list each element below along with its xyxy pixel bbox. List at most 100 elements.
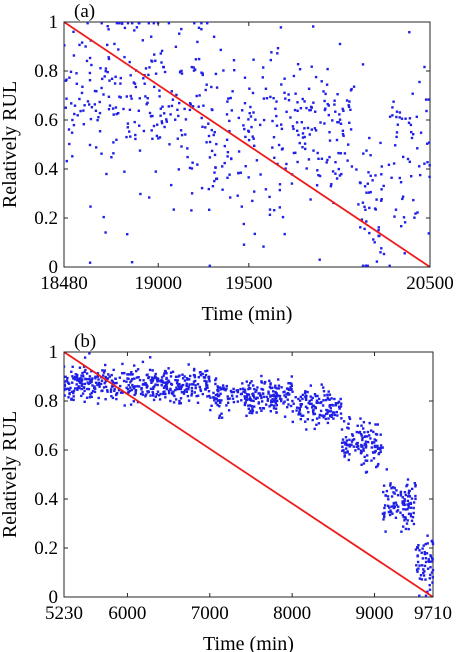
scatter-point-b [169,371,173,374]
scatter-point-a [334,110,337,113]
scatter-point-b [370,459,373,462]
scatter-point-a [88,143,92,147]
scatter-point-a [313,127,317,130]
scatter-point-b [64,383,66,386]
scatter-point-a [367,191,371,194]
x-tick-label-a: 20500 [406,273,454,294]
scatter-point-b [379,446,382,450]
scatter-point-b [401,496,404,499]
scatter-point-b [298,399,302,402]
scatter-point-a [292,127,295,131]
scatter-point-a [426,142,429,145]
scatter-point-a [67,128,71,131]
scatter-point-b [277,384,281,387]
scatter-point-b [126,388,130,391]
scatter-point-b [260,374,263,378]
scatter-point-b [306,407,309,410]
scatter-point-a [259,123,262,127]
scatter-point-b [220,399,223,402]
scatter-point-a [213,131,216,134]
scatter-point-b [130,388,133,392]
scatter-point-a [285,110,288,113]
scatter-point-b [156,383,159,387]
scatter-point-b [307,411,310,414]
scatter-point-b [373,444,377,448]
scatter-point-b [212,396,215,399]
scatter-point-a [331,170,335,173]
scatter-point-a [214,72,218,76]
scatter-point-a [336,93,339,96]
scatter-point-a [70,131,74,134]
scatter-point-b [431,539,434,542]
scatter-point-b [136,368,140,371]
scatter-point-b [289,404,293,408]
scatter-point-a [144,67,148,70]
scatter-point-a [262,118,266,122]
scatter-point-a [131,22,134,25]
scatter-point-a [338,174,342,177]
scatter-point-b [136,385,139,388]
scatter-point-b [138,385,141,388]
scatter-point-b [336,414,339,417]
scatter-point-a [237,150,241,153]
scatter-point-a [244,135,247,139]
scatter-point-b [190,392,194,395]
scatter-point-b [218,386,222,389]
scatter-point-a [154,170,157,173]
scatter-point-a [413,216,416,219]
scatter-point-b [106,390,109,393]
scatter-point-b [72,377,75,380]
scatter-point-a [276,52,279,55]
scatter-point-b [325,408,328,412]
scatter-point-a [78,43,81,47]
scatter-point-a [167,22,171,25]
scatter-point-a [280,127,284,131]
scatter-point-b [347,422,350,425]
scatter-point-b [226,395,229,398]
scatter-point-a [374,208,377,211]
scatter-point-a [165,118,168,121]
scatter-point-b [67,396,70,399]
scatter-point-b [210,404,213,407]
scatter-point-b [407,504,410,507]
scatter-point-b [344,436,348,439]
scatter-point-a [395,135,398,139]
scatter-point-a [271,146,274,149]
scatter-point-a [341,133,345,136]
scatter-point-b [110,395,113,398]
scatter-point-b [345,447,348,450]
scatter-point-b [154,372,157,376]
scatter-point-a [156,123,159,126]
scatter-point-b [311,404,314,407]
scatter-point-b [274,407,278,410]
scatter-point-b [141,360,145,364]
scatter-point-b [125,380,128,383]
scatter-point-a [368,206,371,210]
scatter-point-b [140,387,143,390]
scatter-point-b [174,375,178,378]
scatter-point-b [131,373,134,376]
scatter-point-a [230,109,233,112]
scatter-point-b [88,396,92,399]
scatter-point-a [336,121,339,124]
scatter-point-b [357,447,360,451]
scatter-point-a [119,82,122,85]
scatter-point-a [273,209,276,212]
scatter-point-b [343,441,346,444]
scatter-point-b [165,372,168,375]
scatter-point-a [374,174,377,177]
scatter-point-a [138,149,142,152]
scatter-point-a [197,26,201,29]
scatter-point-b [216,399,219,402]
scatter-point-b [270,400,273,403]
scatter-point-a [186,155,189,159]
scatter-point-a [272,136,276,139]
scatter-point-b [205,383,208,386]
scatter-point-b [273,395,276,398]
scatter-point-b [410,519,414,522]
scatter-point-b [121,372,124,375]
scatter-point-a [242,124,245,127]
scatter-point-b [182,392,186,395]
scatter-point-a [99,67,102,70]
scatter-point-a [295,121,299,124]
